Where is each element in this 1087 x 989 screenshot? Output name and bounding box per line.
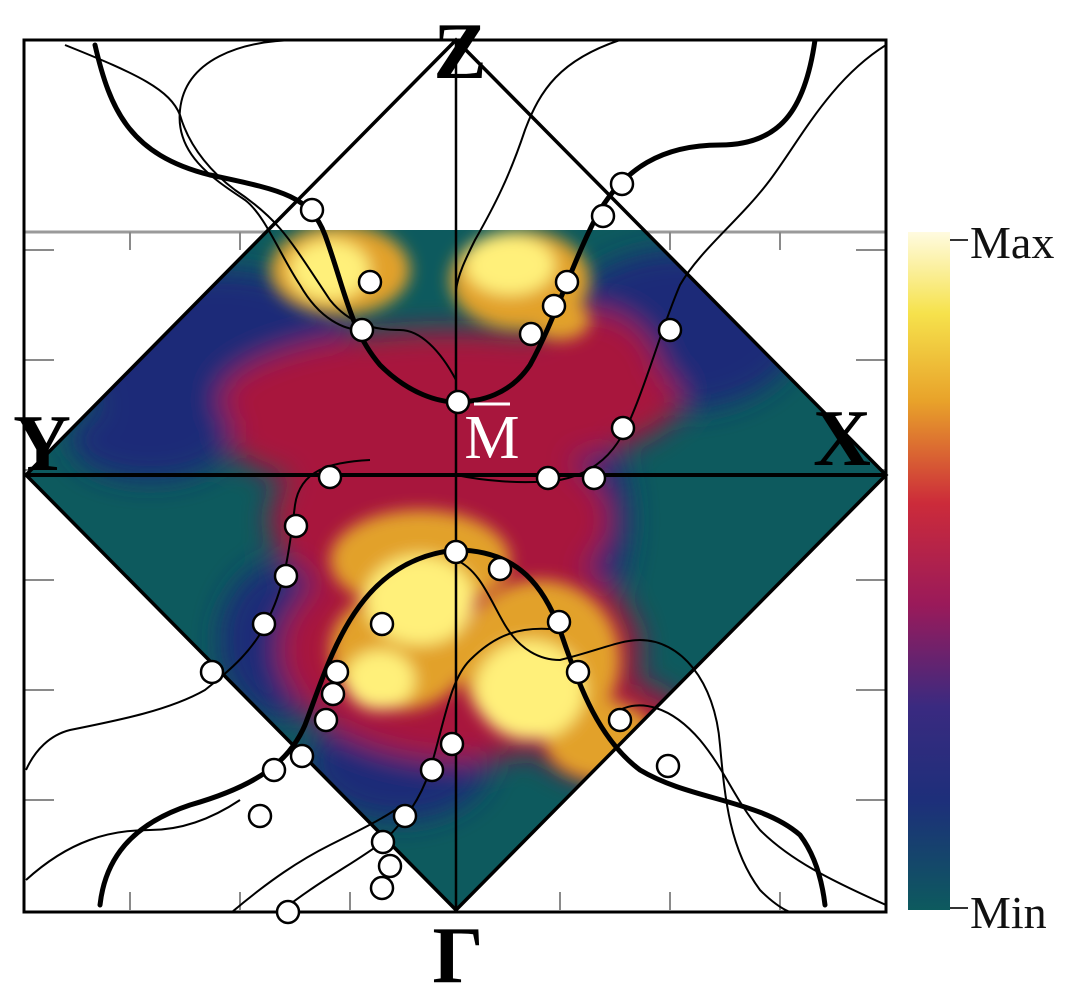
data-point <box>199 659 225 685</box>
data-point <box>487 556 513 582</box>
data-point <box>261 757 287 783</box>
lower-band-thick <box>97 547 828 908</box>
data-point <box>535 465 561 491</box>
label-Z: Z <box>433 8 486 96</box>
data-point <box>357 269 383 295</box>
data-point <box>313 707 339 733</box>
data-point <box>317 464 343 490</box>
label-M: M <box>464 404 519 472</box>
data-point <box>610 415 636 441</box>
data-point <box>247 803 273 829</box>
data-point <box>445 389 471 415</box>
data-point <box>443 539 469 565</box>
data-point <box>439 731 465 757</box>
data-point <box>419 757 445 783</box>
thin-contour-2 <box>178 40 363 331</box>
data-point <box>369 875 395 901</box>
thin-contour-9 <box>619 704 886 906</box>
data-point <box>541 293 567 319</box>
data-point <box>370 829 396 855</box>
data-point <box>320 681 346 707</box>
data-point <box>554 269 580 295</box>
data-point <box>273 563 299 589</box>
colorbar-max-label: Max <box>970 217 1054 268</box>
label-Y: Y <box>13 400 71 488</box>
data-point <box>518 321 544 347</box>
data-point <box>377 853 403 879</box>
data-point <box>299 197 325 223</box>
thin-contour-10 <box>25 799 241 881</box>
data-points <box>199 171 683 925</box>
label-gamma: Γ <box>433 912 484 984</box>
colorbar: Max Min <box>908 217 1054 938</box>
thin-contour-1 <box>64 44 457 381</box>
label-X: X <box>813 395 871 483</box>
data-point <box>289 743 315 769</box>
data-point <box>251 611 277 637</box>
thin-contour-8 <box>231 809 396 912</box>
data-point <box>324 659 350 685</box>
data-point <box>546 609 572 635</box>
data-point <box>657 317 683 343</box>
data-point <box>369 611 395 637</box>
data-point <box>565 659 591 685</box>
thin-contour-3 <box>455 40 621 291</box>
data-point <box>581 465 607 491</box>
data-point <box>590 203 616 229</box>
thin-contour-6 <box>455 559 791 912</box>
data-point <box>609 171 635 197</box>
data-point <box>283 513 309 539</box>
colorbar-gradient <box>908 232 950 910</box>
data-point <box>349 317 375 343</box>
data-point <box>655 753 681 779</box>
data-point <box>275 899 301 925</box>
data-point <box>607 707 633 733</box>
thin-contour-5 <box>25 459 371 771</box>
colorbar-min-label: Min <box>970 887 1047 938</box>
data-point <box>392 803 418 829</box>
